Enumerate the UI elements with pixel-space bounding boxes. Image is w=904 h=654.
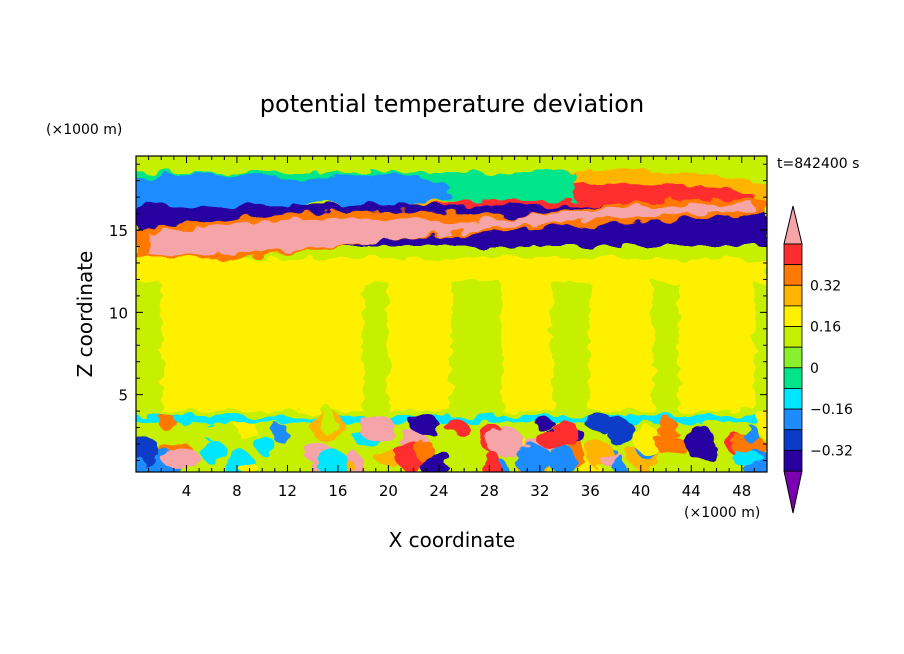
field-bl-cell [655,418,680,439]
chart-title: potential temperature deviation [260,90,644,118]
field-bl-cell [200,440,227,464]
field-bl-top [136,416,767,423]
field-bl-cell [537,433,575,449]
field-bl-cell [160,447,200,469]
field-bl-cell [483,450,502,472]
colorbar-triangle-top [783,205,803,245]
field-band-edge [136,258,767,265]
field-bl-cell [514,444,554,472]
x-tick-label: 32 [530,482,549,500]
y-tick-label: 10 [109,304,128,322]
field-bl-cell [136,458,147,472]
y-unit-label: (×1000 m) [46,122,122,138]
field-bl-cell [535,419,557,433]
x-tick-label: 12 [278,482,297,500]
x-tick-label: 28 [480,482,499,500]
field-bl-cell [201,422,240,441]
x-tick-label: 24 [429,482,448,500]
x-tick-label: 16 [328,482,347,500]
colorbar-swatch [783,264,803,286]
colorbar-tick-label: 0.16 [810,320,841,336]
colorbar-triangle-bottom [783,470,803,514]
field-bl-cell [435,451,451,464]
field-plumes [136,259,767,412]
colorbar-swatch [783,449,803,472]
x-tick-label: 44 [682,482,701,500]
colorbar-tick-label: −0.32 [810,443,853,459]
field-bl-cell [238,462,258,472]
field-boundary-layer [136,407,767,472]
field-bl-cell [159,414,177,432]
field-bl-cell [316,448,347,472]
field-plume [590,271,654,412]
field-bl-cell [409,414,440,435]
field-bl-cell [655,436,686,456]
field-plume [287,271,364,412]
heatmap-field [136,156,767,472]
field-plume [388,271,452,412]
x-unit-label: (×1000 m) [684,505,760,521]
field-cold-cell [136,174,326,214]
field-bl-cell [585,414,614,432]
colorbar-tick-label: 0.32 [810,278,841,294]
colorbar: 0.32 0.16 0 −0.16 −0.32 [783,205,853,514]
y-axis-label: Z coordinate [73,251,97,378]
colorbar-swatch [783,243,803,266]
y-tick-label: 5 [118,387,128,405]
x-tick-label: 20 [379,482,398,500]
field-bl-cell [444,419,469,435]
field-upper-layers [136,156,767,265]
colorbar-swatch [783,305,803,327]
field-bl-cell [684,423,714,458]
y-tick-label: 15 [109,222,128,240]
field-bl-cell [613,454,627,472]
field-plume [501,271,553,412]
field-cold-cell [300,174,452,208]
field-bl-cell [256,435,275,456]
x-axis-label: X coordinate [389,528,516,552]
colorbar-tick-label: 0 [810,361,819,377]
colorbar-swatch [783,346,803,369]
time-label: t=842400 s [777,156,859,172]
field-bl-cell [731,452,765,466]
field-plume [161,271,288,412]
x-tick-label: 36 [581,482,600,500]
field-bl-cell [757,408,767,438]
field-bl-cell [358,413,394,442]
colorbar-swatch [783,429,803,451]
x-tick-label: 8 [232,482,242,500]
colorbar-tick-label: −0.16 [810,402,853,418]
colorbar-swatch [783,326,803,348]
x-tick-label: 48 [732,482,751,500]
colorbar-swatch [783,367,803,389]
field-bl-cell [550,445,577,472]
colorbar-swatch [783,408,803,431]
field-bl-cell [486,427,525,457]
field-plume [136,259,767,283]
x-tick-label: 40 [631,482,650,500]
colorbar-swatch [783,284,803,307]
field-bl-cell [633,425,660,454]
x-tick-label: 4 [182,482,192,500]
field-bl-cell [271,423,289,443]
field-plume [678,271,755,412]
field-hot-band [148,203,755,255]
field-bl-cell [321,407,336,437]
colorbar-swatch [783,388,803,410]
field-bl-cell [744,423,758,444]
field-bl-cell [414,439,435,463]
